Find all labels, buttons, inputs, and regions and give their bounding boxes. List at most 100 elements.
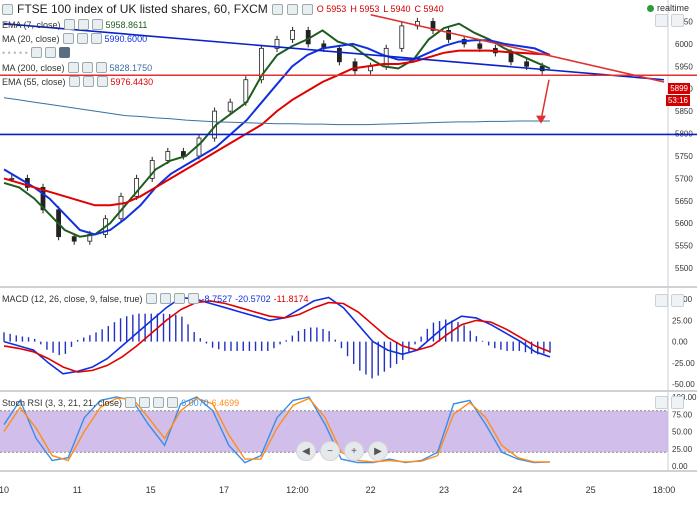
x-tick-label: 12:00 (286, 485, 309, 495)
maximize-icon[interactable] (671, 14, 684, 27)
candle-body (71, 236, 77, 242)
move-icon[interactable] (301, 3, 313, 15)
legend-ma20-close-icon[interactable] (90, 33, 102, 44)
x-tick-label: 17 (219, 485, 229, 495)
close-icon[interactable] (286, 3, 298, 15)
legend-stoch-close-icon[interactable] (153, 397, 165, 408)
trendline-falling-resistance (3, 22, 665, 81)
legend-stoch-move-icon[interactable] (167, 397, 179, 408)
x-tick-label: 10 (0, 485, 9, 495)
legend-ema7-settings-icon[interactable] (63, 19, 75, 30)
series-line (3, 22, 551, 238)
legend-stoch-label: Stoch RSI (3, 3, 21, 21, close) (2, 397, 123, 408)
stoch-y-tick-label: 50.00 (672, 428, 693, 437)
realtime-indicator: realtime (646, 3, 689, 13)
legend-macd-label: MACD (12, 26, close, 9, false, true) (2, 293, 143, 304)
candle-body (508, 52, 514, 63)
legend-ma200-hide-icon[interactable] (81, 62, 93, 73)
candle-body (180, 151, 186, 157)
chart-header: FTSE 100 index of UK listed shares, 60, … (2, 2, 444, 16)
ohlc-low: L 5940 (383, 4, 411, 14)
legend-ema55-close-icon[interactable] (96, 76, 108, 87)
legend-ema55: EMA (55, close) 5976.4430 (2, 76, 153, 87)
zoom-out-button[interactable]: − (320, 441, 340, 461)
y-tick-label: 5700 (675, 174, 693, 183)
settings-icon[interactable] (271, 3, 283, 15)
stoch-pane-minimize-icon[interactable] (655, 396, 668, 409)
legend-extra-hide-icon[interactable] (44, 47, 56, 58)
series-line (3, 49, 551, 207)
legend-macd-close-icon[interactable] (173, 293, 185, 304)
y-tick-label: 5950 (675, 62, 693, 71)
legend-extra-settings-icon[interactable] (30, 47, 42, 58)
legend-ema7: EMA (7, close) 5958.8611 (2, 19, 147, 30)
legend-ma20-hide-icon[interactable] (76, 33, 88, 44)
legend-row-collapsed: • • • • • (2, 47, 70, 58)
candle-body (430, 21, 436, 31)
candle-body (274, 38, 280, 49)
legend-extra-close-icon[interactable] (58, 47, 70, 58)
candle-body (336, 47, 342, 63)
trendline-downtrend-red (370, 13, 665, 83)
legend-ma200-settings-icon[interactable] (67, 62, 79, 73)
legend-stoch: Stoch RSI (3, 3, 21, 21, close) 6.0070 6… (2, 397, 239, 408)
legend-macd-value1: -8.7527 (201, 293, 233, 304)
series-line (3, 39, 551, 236)
candle-body (149, 160, 155, 179)
candle-body (477, 43, 483, 49)
legend-ma200-value: 5828.1750 (109, 62, 153, 73)
candle-body (524, 61, 529, 67)
legend-stoch-hide-icon[interactable] (139, 397, 151, 408)
ohlc-open: O 5953 (316, 4, 347, 14)
legend-ma20-settings-icon[interactable] (62, 33, 74, 44)
stoch-y-tick-label: 25.00 (672, 445, 693, 454)
legend-macd-value2: -20.5702 (235, 293, 271, 304)
macd-pane-maximize-icon[interactable] (671, 294, 684, 307)
candle-body (134, 177, 140, 197)
legend-ma200-close-icon[interactable] (95, 62, 107, 73)
y-tick-label: 6000 (675, 40, 693, 49)
x-tick-label: 15 (146, 485, 156, 495)
legend-macd-move-icon[interactable] (187, 293, 199, 304)
x-tick-label: 25 (586, 485, 596, 495)
legend-ema7-close-icon[interactable] (91, 19, 103, 30)
scroll-left-button[interactable]: ◀ (296, 441, 316, 461)
candle-body (227, 101, 233, 112)
macd-series-line (3, 300, 551, 373)
zoom-in-button[interactable]: + (344, 441, 364, 461)
stoch-y-tick-label: 0.00 (672, 462, 688, 471)
legend-ema55-hide-icon[interactable] (82, 76, 94, 87)
stoch-y-tick-label: 75.00 (672, 410, 693, 419)
candle-body (165, 151, 171, 161)
realtime-dot-icon (646, 4, 654, 12)
legend-stoch-settings-icon[interactable] (125, 397, 137, 408)
stoch-pane-maximize-icon[interactable] (671, 396, 684, 409)
legend-macd: MACD (12, 26, close, 9, false, true) -8.… (2, 293, 309, 304)
minimize-icon[interactable] (655, 14, 668, 27)
projection-arrow-shaft (540, 79, 550, 121)
macd-y-tick-label: 0.00 (672, 338, 688, 347)
legend-stoch-d: 6.4699 (211, 397, 240, 408)
y-tick-label: 5550 (675, 242, 693, 251)
legend-macd-settings-icon[interactable] (145, 293, 157, 304)
candle-body (399, 25, 405, 49)
candle-body (9, 177, 15, 180)
stoch-y-tick-label: 100.00 (672, 393, 697, 402)
macd-series-line (3, 296, 551, 375)
legend-ma200-label: MA (200, close) (2, 62, 65, 73)
series-line (3, 97, 550, 126)
legend-ma20: MA (20, close) 5990.6000 (2, 33, 147, 44)
candle-body (446, 30, 452, 40)
stoch-series-line (3, 397, 550, 463)
legend-ema7-hide-icon[interactable] (77, 19, 89, 30)
x-tick-label: 11 (73, 485, 82, 495)
legend-macd-hide-icon[interactable] (159, 293, 171, 304)
ohlc-close: C 5940 (414, 4, 444, 14)
candle-body (258, 47, 264, 81)
scroll-right-button[interactable]: ▶ (368, 441, 388, 461)
legend-ema55-settings-icon[interactable] (68, 76, 80, 87)
macd-y-tick-label: -25.00 (672, 359, 695, 368)
collapse-icon[interactable] (2, 3, 13, 15)
macd-pane-minimize-icon[interactable] (655, 294, 668, 307)
candle-body (290, 30, 296, 40)
